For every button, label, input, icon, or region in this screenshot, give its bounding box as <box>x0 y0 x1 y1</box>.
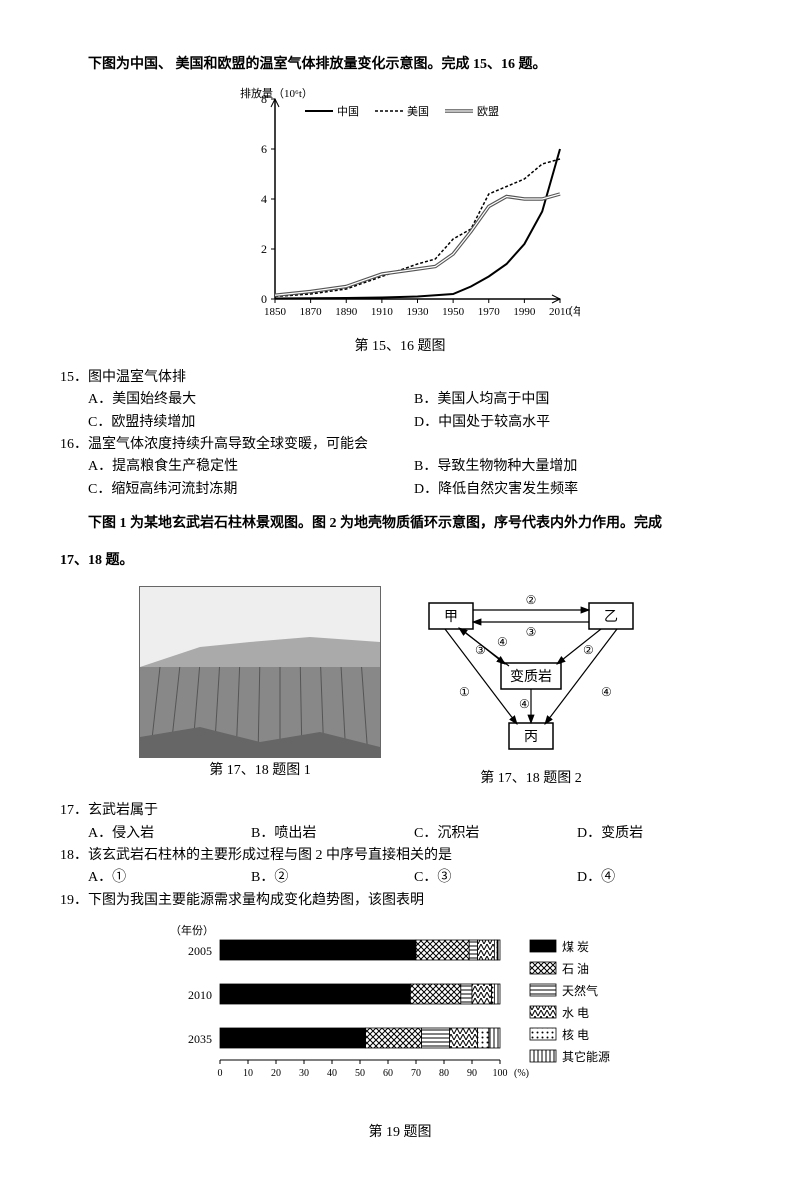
svg-text:1850: 1850 <box>264 306 287 318</box>
svg-text:煤 炭: 煤 炭 <box>562 940 589 954</box>
q16-opt-b: B．导致生物物种大量增加 <box>414 456 740 478</box>
svg-text:（年份）: （年份） <box>562 304 580 318</box>
svg-text:0: 0 <box>218 1068 223 1079</box>
svg-text:70: 70 <box>411 1068 421 1079</box>
svg-text:丙: 丙 <box>524 730 538 745</box>
q15-opt-a: A．美国始终最大 <box>88 389 414 411</box>
svg-text:1970: 1970 <box>478 306 501 318</box>
q16-options: A．提高粮食生产稳定性 B．导致生物物种大量增加 C．缩短高纬河流封冻期 D．降… <box>88 456 740 501</box>
q18-stem: 18．该玄武岩石柱林的主要形成过程与图 2 中序号直接相关的是 <box>60 845 740 867</box>
figs-17-18: 第 17、18 题图 1 甲 乙变质岩丙 ② ③ ③ ② ④ ① ④ ④ 第 17、18 题图 2 <box>60 586 740 790</box>
svg-text:1870: 1870 <box>300 306 323 318</box>
svg-text:天然气: 天然气 <box>562 983 598 998</box>
svg-text:50: 50 <box>355 1068 365 1079</box>
q15-opt-d: D．中国处于较高水平 <box>414 412 740 434</box>
q16-stem: 16．温室气体浓度持续升高导致全球变暖，可能会 <box>60 434 740 456</box>
fig-17-1-caption: 第 17、18 题图 1 <box>139 760 381 782</box>
svg-text:乙: 乙 <box>604 609 618 625</box>
emission-chart: 0246818501870189019101930195019701990201… <box>60 84 740 358</box>
q17-opt-a: A．侵入岩 <box>88 823 251 845</box>
q15-stem: 15．图中温室气体排 <box>60 367 740 389</box>
q18-opt-c: C．③ <box>414 867 577 889</box>
q17-stem: 17．玄武岩属于 <box>60 800 740 822</box>
fig-17-2: 甲 乙变质岩丙 ② ③ ③ ② ④ ① ④ ④ 第 17、18 题图 2 <box>401 586 661 790</box>
svg-text:20: 20 <box>271 1068 281 1079</box>
q18-options: A．① B．② C．③ D．④ <box>88 867 740 889</box>
svg-text:排放量（10⁶t）: 排放量（10⁶t） <box>240 86 313 100</box>
q18-opt-a: A．① <box>88 867 251 889</box>
q16-opt-a: A．提高粮食生产稳定性 <box>88 456 414 478</box>
q17-opt-b: B．喷出岩 <box>251 823 414 845</box>
svg-text:③: ③ <box>526 625 537 639</box>
q17-opt-d: D．变质岩 <box>577 823 740 845</box>
energy-chart: （年份） 2005 2010 2035 0 10 20 30 40 50 60 70 80 90 100 (%… <box>60 920 740 1144</box>
svg-text:30: 30 <box>299 1068 309 1079</box>
svg-text:2005: 2005 <box>188 944 212 958</box>
svg-text:1990: 1990 <box>513 306 536 318</box>
svg-text:100: 100 <box>493 1068 508 1079</box>
intro-15-16: 下图为中国、 美国和欧盟的温室气体排放量变化示意图。完成 15、16 题。 <box>60 54 740 76</box>
svg-text:其它能源: 其它能源 <box>562 1049 610 1064</box>
q15-opt-b: B．美国人均高于中国 <box>414 389 740 411</box>
svg-text:40: 40 <box>327 1068 337 1079</box>
svg-text:④: ④ <box>497 635 508 649</box>
svg-text:水 电: 水 电 <box>562 1006 589 1020</box>
svg-text:欧盟: 欧盟 <box>477 105 499 118</box>
svg-text:甲: 甲 <box>444 610 458 625</box>
svg-text:4: 4 <box>261 192 267 206</box>
q15-opt-c: C．欧盟持续增加 <box>88 412 414 434</box>
svg-text:②: ② <box>526 593 537 607</box>
fig-17-1: 第 17、18 题图 1 <box>139 586 381 782</box>
q15-options: A．美国始终最大 B．美国人均高于中国 C．欧盟持续增加 D．中国处于较高水平 <box>88 389 740 434</box>
intro-17-18-a: 下图 1 为某地玄武岩石柱林景观图。图 2 为地壳物质循环示意图，序号代表内外力… <box>60 513 740 535</box>
svg-text:石 油: 石 油 <box>562 962 589 976</box>
svg-text:60: 60 <box>383 1068 393 1079</box>
svg-text:0: 0 <box>261 292 267 306</box>
svg-text:1930: 1930 <box>407 306 430 318</box>
svg-text:美国: 美国 <box>407 105 429 118</box>
svg-text:1950: 1950 <box>442 306 465 318</box>
svg-text:2010: 2010 <box>188 988 212 1002</box>
svg-text:变质岩: 变质岩 <box>510 669 552 685</box>
svg-text:6: 6 <box>261 142 267 156</box>
svg-text:2: 2 <box>261 242 267 256</box>
svg-text:2035: 2035 <box>188 1032 212 1046</box>
svg-text:①: ① <box>459 685 470 699</box>
svg-text:(%): (%) <box>514 1068 529 1079</box>
intro-17-18-b: 17、18 题。 <box>60 550 740 572</box>
svg-text:（年份）: （年份） <box>170 923 214 937</box>
basalt-photo <box>139 586 381 758</box>
q19-stem: 19．下图为我国主要能源需求量构成变化趋势图，该图表明 <box>60 890 740 912</box>
svg-text:④: ④ <box>519 697 530 711</box>
energy-chart-caption: 第 19 题图 <box>60 1122 740 1144</box>
q18-opt-d: D．④ <box>577 867 740 889</box>
svg-text:③: ③ <box>475 643 486 657</box>
svg-text:②: ② <box>583 643 594 657</box>
q16-opt-c: C．缩短高纬河流封冻期 <box>88 479 414 501</box>
svg-text:1910: 1910 <box>371 306 394 318</box>
svg-text:90: 90 <box>467 1068 477 1079</box>
q16-opt-d: D．降低自然灾害发生频率 <box>414 479 740 501</box>
svg-text:中国: 中国 <box>337 105 359 118</box>
q17-options: A．侵入岩 B．喷出岩 C．沉积岩 D．变质岩 <box>88 823 740 845</box>
svg-text:1890: 1890 <box>335 306 358 318</box>
svg-text:④: ④ <box>601 685 612 699</box>
svg-text:10: 10 <box>243 1068 253 1079</box>
svg-text:核 电: 核 电 <box>562 1028 589 1042</box>
q18-opt-b: B．② <box>251 867 414 889</box>
fig-17-2-caption: 第 17、18 题图 2 <box>401 768 661 790</box>
emission-chart-caption: 第 15、16 题图 <box>60 336 740 358</box>
svg-text:80: 80 <box>439 1068 449 1079</box>
q17-opt-c: C．沉积岩 <box>414 823 577 845</box>
